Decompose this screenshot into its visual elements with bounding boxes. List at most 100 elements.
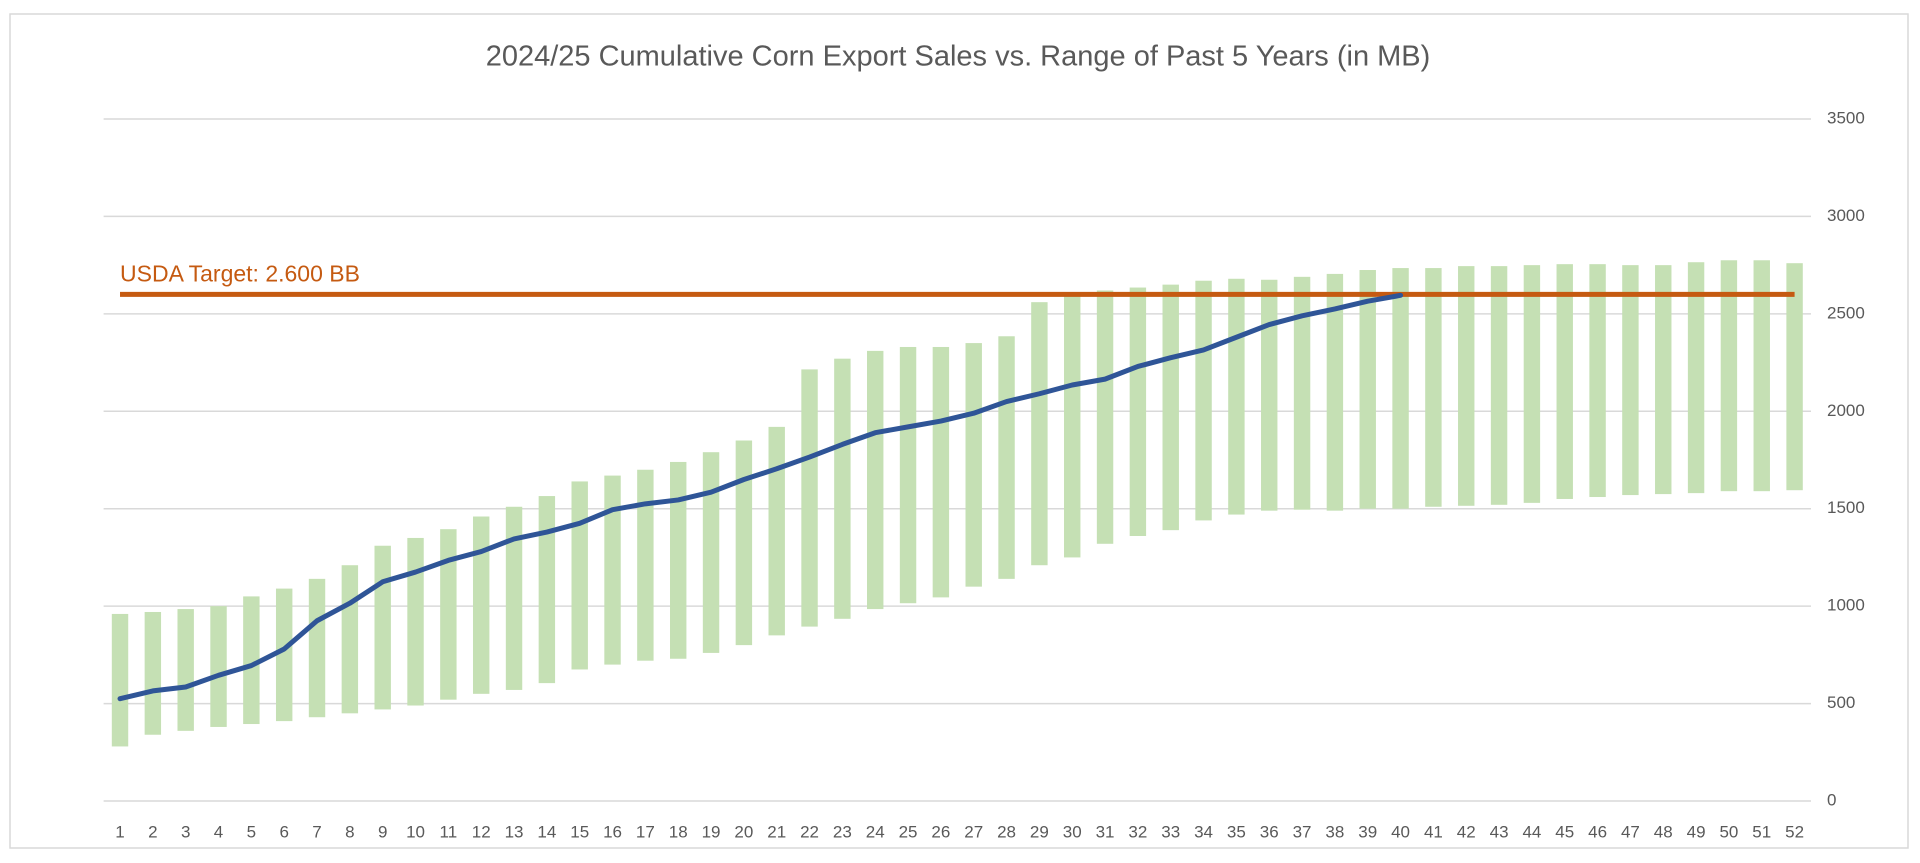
x-tick-label: 13 [505,822,524,841]
x-tick-label: 2 [148,822,157,841]
range-bar [1359,270,1376,509]
x-tick-label: 39 [1358,822,1377,841]
range-bar [1261,279,1278,511]
x-tick-label: 36 [1260,822,1279,841]
range-bar [308,578,326,718]
x-tick-label: 11 [440,822,458,841]
range-bar [472,516,490,694]
x-tick-label: 6 [279,822,288,841]
x-tick-label: 4 [214,822,223,841]
range-bar [735,440,753,646]
x-tick-label: 7 [312,822,321,841]
range-bar [867,350,884,610]
range-bar [407,537,424,706]
range-bar [669,461,687,659]
x-tick-label: 41 [1424,822,1443,841]
range-bar [1490,266,1508,505]
y-tick-label: 2000 [1827,401,1865,420]
range-bar [1523,265,1541,503]
x-tick-label: 23 [833,822,852,841]
x-tick-label: 32 [1128,822,1147,841]
range-bar [1720,260,1738,492]
x-tick-label: 51 [1752,822,1771,841]
y-tick-label: 3000 [1827,206,1865,225]
range-bar [1195,280,1212,521]
x-tick-label: 12 [472,822,491,841]
range-bar [801,369,818,627]
x-tick-label: 46 [1588,822,1607,841]
x-tick-label: 31 [1096,822,1115,841]
range-bar [210,606,227,727]
y-tick-label: 1000 [1827,596,1865,615]
x-tick-label: 22 [800,822,819,841]
range-bar [768,426,785,636]
range-bar [1425,268,1442,507]
x-tick-label: 3 [181,822,190,841]
range-bar [111,613,129,747]
x-tick-label: 8 [345,822,354,841]
x-tick-label: 48 [1654,822,1673,841]
range-bar [932,346,950,598]
x-tick-label: 20 [734,822,753,841]
x-tick-label: 33 [1161,822,1180,841]
target-label: USDA Target: 2.600 BB [120,260,360,286]
range-bar [1031,302,1048,566]
x-tick-label: 35 [1227,822,1246,841]
x-tick-label: 15 [570,822,589,841]
x-tick-label: 40 [1391,822,1410,841]
range-bar [144,611,162,735]
y-tick-label: 0 [1827,790,1836,809]
range-bar [374,545,391,710]
x-tick-label: 26 [931,822,950,841]
y-tick-label: 500 [1827,693,1855,712]
x-tick-label: 21 [767,822,786,841]
x-tick-label: 37 [1293,822,1312,841]
x-tick-label: 47 [1621,822,1640,841]
range-bar [1129,287,1147,536]
x-tick-label: 25 [899,822,918,841]
x-tick-label: 24 [866,822,885,841]
x-tick-label: 44 [1522,822,1541,841]
x-tick-label: 27 [964,822,983,841]
range-bar [1687,262,1705,494]
x-tick-label: 43 [1490,822,1509,841]
range-bar [243,596,260,725]
chart-title: 2024/25 Cumulative Corn Export Sales vs.… [486,41,1431,73]
range-bar [965,343,982,587]
range-bar [998,336,1015,579]
y-tick-label: 1500 [1827,498,1865,517]
range-bar [604,475,621,665]
range-bar [702,452,720,653]
x-tick-label: 16 [603,822,622,841]
range-bar [1622,265,1639,496]
x-tick-label: 5 [247,822,256,841]
range-bar [1096,290,1114,544]
range-bar [1293,276,1311,510]
range-bar [505,506,523,690]
range-bar [1064,294,1081,558]
x-tick-label: 45 [1555,822,1574,841]
x-tick-label: 14 [537,822,556,841]
x-tick-label: 52 [1785,822,1804,841]
range-bar [341,565,359,714]
range-bar [1326,273,1344,511]
range-bar [571,481,588,670]
range-bar [1392,268,1409,509]
line-series [117,292,1404,702]
x-tick-label: 19 [702,822,721,841]
range-bar [1786,263,1803,491]
range-bar [177,609,194,731]
y-tick-label: 3500 [1827,108,1865,127]
range-bar [834,358,851,619]
x-tick-label: 50 [1719,822,1738,841]
x-tick-label: 10 [406,822,425,841]
range-bar [899,346,917,604]
range-bar [1655,265,1672,495]
range-bar [637,469,654,661]
range-bar [1753,260,1770,492]
x-tick-label: 18 [669,822,688,841]
range-bar [1556,264,1573,499]
x-tick-label: 28 [997,822,1016,841]
